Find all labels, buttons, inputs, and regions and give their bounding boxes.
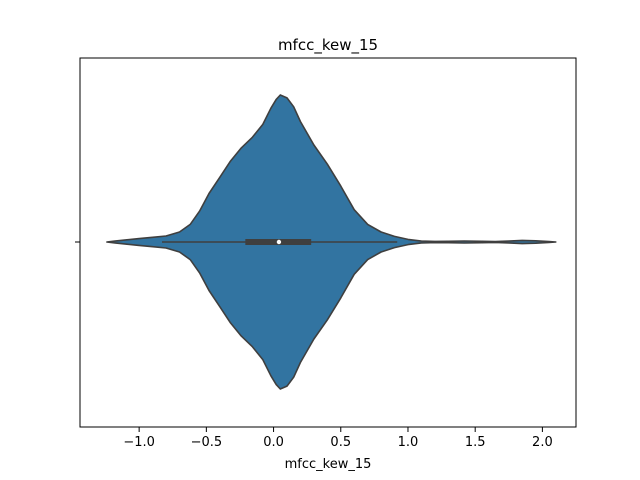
x-axis: −1.0 −0.5 0.0 0.5 1.0 1.5 2.0: [123, 427, 553, 450]
x-tick-label: 2.0: [532, 435, 553, 450]
box-layer: [161, 239, 398, 245]
x-axis-label: mfcc_kew_15: [285, 457, 372, 472]
x-tick-label: −1.0: [123, 435, 155, 450]
x-tick-label: 0.0: [263, 435, 284, 450]
x-tick-label: 1.5: [465, 435, 486, 450]
x-tick-label: −0.5: [191, 435, 223, 450]
x-tick-label: 0.5: [330, 435, 351, 450]
chart-title: mfcc_kew_15: [278, 36, 378, 55]
x-tick-label: 1.0: [398, 435, 419, 450]
median-marker: [276, 239, 282, 245]
